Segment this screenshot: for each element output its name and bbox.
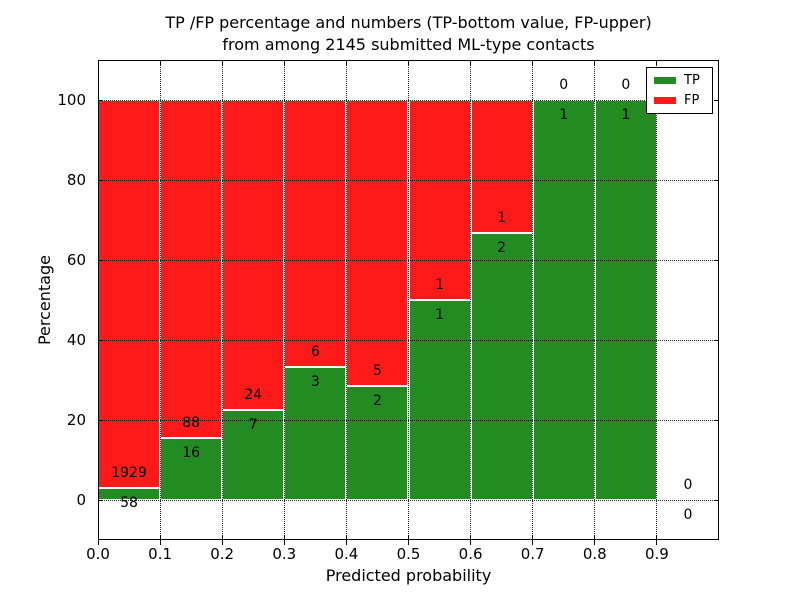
bar-segment-tp-5 [408,300,471,500]
tp-count-label-8: 1 [621,107,631,123]
xtick-top-0.7 [532,60,534,65]
fp-count-label-8: 0 [621,77,631,93]
xtick-bottom-0.9 [656,535,658,545]
bar-segment-tp-1 [160,438,223,500]
x-tick-label-0.1: 0.1 [148,545,173,563]
xtick-bottom-0.1 [159,535,161,545]
y-tick-label-40: 40 [66,331,86,349]
xtick-top-0.6 [470,60,472,65]
ytick-right-100 [714,99,719,101]
x-tick-label-0.2: 0.2 [210,545,235,563]
legend-item-tp: TP [654,74,706,87]
tp-count-label-7: 1 [559,107,569,123]
xtick-top-0.3 [283,60,285,65]
tp-count-label-2: 7 [248,416,258,433]
fp-count-label-4: 5 [372,362,382,379]
xtick-bottom-0.4 [345,535,347,545]
xtick-top-0.5 [408,60,409,65]
tp-count-label-5: 1 [435,307,445,323]
legend-item-fp: FP [654,94,706,107]
tp-count-label-1: 16 [182,445,201,462]
x-tick-label-0.0: 0.0 [86,545,110,563]
x-tick-label-0.9: 0.9 [644,545,669,563]
bar-segment-fp-0 [98,100,161,489]
y-tick-label-100: 100 [57,91,86,109]
tp-count-label-9: 0 [683,507,693,523]
bar-segment-tp-4 [346,385,409,500]
fp-count-label-3: 6 [310,343,320,360]
xtick-bottom-0.0 [97,535,99,545]
legend: TP FP [646,67,713,114]
legend-swatch-fp [654,97,676,104]
chart-title-line2: from among 2145 submitted ML-type contac… [222,35,595,54]
chart-title-line1: TP /FP percentage and numbers (TP-bottom… [165,13,652,32]
plot-area: 1929 58 88 16 24 7 6 3 5 2 1 1 1 2 0 1 0 1 0 0 [97,60,719,545]
bar-segment-fp-2 [222,100,285,410]
tp-count-label-0: 58 [120,495,138,512]
y-axis-label: Percentage [35,255,54,346]
xtick-top-0.4 [345,60,347,65]
bar-segment-fp-5 [408,100,471,300]
bar-segment-fp-3 [284,100,347,367]
x-tick-label-0.7: 0.7 [520,545,545,563]
xtick-bottom-0.8 [594,535,596,545]
bar-segment-tp-3 [284,366,347,500]
chart-title: TP /FP percentage and numbers (TP-bottom… [98,12,719,56]
ytick-right-20 [714,419,719,421]
ytick-right-60 [714,259,719,261]
tp-count-label-3: 3 [310,373,320,390]
xtick-top-0.1 [159,60,161,65]
legend-swatch-tp [654,77,676,84]
fp-count-label-7: 0 [559,77,569,93]
ytick-right-0 [714,499,719,501]
bar-segment-fp-6 [470,100,533,234]
bar-segment-tp-7 [532,100,595,500]
bar-segment-tp-2 [222,409,285,500]
xtick-bottom-0.6 [470,535,472,545]
y-tick-label-20: 20 [66,411,86,429]
xtick-top-0.9 [656,60,658,65]
fp-count-label-9: 0 [683,477,693,493]
xtick-bottom-0.2 [221,535,223,545]
x-tick-label-0.6: 0.6 [458,545,483,563]
tp-count-label-4: 2 [372,392,382,409]
xtick-top-0.8 [594,60,596,65]
xtick-bottom-0.5 [408,535,409,545]
fp-count-label-5: 1 [435,277,445,293]
bar-segment-fp-1 [160,100,223,439]
ytick-right-40 [714,339,719,341]
y-tick-label-0: 0 [76,491,86,509]
fp-count-label-6: 1 [497,210,507,227]
legend-label-tp: TP [684,73,700,88]
bar-segment-tp-8 [594,100,657,500]
fp-count-label-2: 24 [244,386,263,403]
legend-label-fp: FP [684,93,700,108]
xtick-top-0.0 [97,60,99,65]
ytick-right-80 [714,179,719,181]
x-tick-label-0.4: 0.4 [334,545,359,563]
x-axis-label: Predicted probability [325,566,492,585]
x-tick-label-0.3: 0.3 [272,545,297,563]
bar-segment-fp-4 [346,100,409,386]
fp-count-label-1: 88 [182,415,201,432]
xtick-top-0.2 [221,60,223,65]
fp-count-label-0: 1929 [111,465,147,482]
xtick-bottom-0.3 [283,535,285,545]
y-tick-label-80: 80 [66,171,86,189]
x-tick-label-0.5: 0.5 [396,545,421,563]
bar-segment-tp-6 [470,233,533,500]
y-tick-label-60: 60 [66,251,86,269]
xtick-bottom-0.7 [532,535,534,545]
x-tick-label-0.8: 0.8 [582,545,607,563]
tp-count-label-6: 2 [497,240,507,257]
